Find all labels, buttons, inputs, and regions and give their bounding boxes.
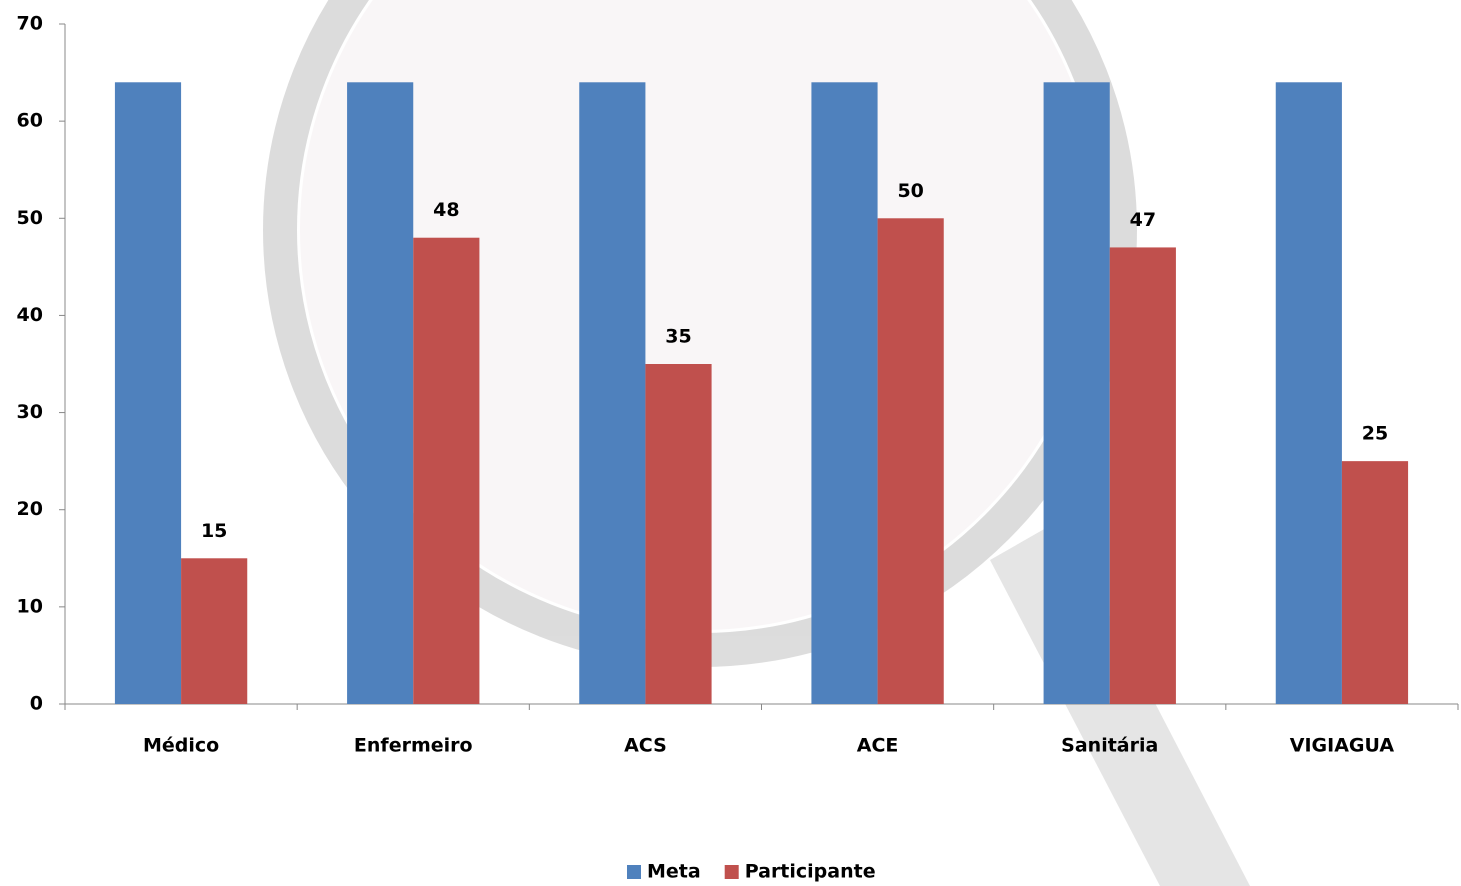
y-tick-label: 10 [17,595,43,617]
data-label: 47 [1130,209,1156,231]
legend-swatch [724,865,739,879]
x-tick-label: Médico [143,735,219,757]
data-label: 25 [1362,423,1388,445]
bar [347,82,414,705]
legend-label: Participante [745,861,876,883]
x-tick-label: ACE [857,735,899,757]
y-tick-label: 0 [30,693,43,715]
bar [413,237,480,704]
bar [181,558,248,704]
bar [1275,82,1342,705]
x-tick-label: VIGIAGUA [1290,735,1395,757]
bar [579,82,646,705]
x-tick-label: ACS [624,735,667,757]
y-tick-label: 50 [17,207,43,229]
legend-swatch [627,865,641,879]
y-tick-label: 30 [17,401,43,423]
y-tick-label: 60 [17,110,43,132]
y-tick-label: 40 [17,304,43,326]
x-tick-label: Enfermeiro [354,735,473,757]
y-tick-label: 20 [17,498,43,520]
data-label: 50 [897,180,923,202]
bar [1341,461,1409,704]
bar [645,364,712,704]
data-label: 48 [433,199,459,221]
bar [877,218,944,705]
legend-label: Meta [647,861,701,883]
y-tick-label: 70 [17,13,43,35]
data-label: 15 [201,520,227,542]
x-tick-label: Sanitária [1061,735,1158,757]
bar [811,82,878,705]
bar [1043,82,1110,705]
bar [1109,247,1176,704]
data-label: 35 [665,326,691,348]
bar [114,82,182,705]
